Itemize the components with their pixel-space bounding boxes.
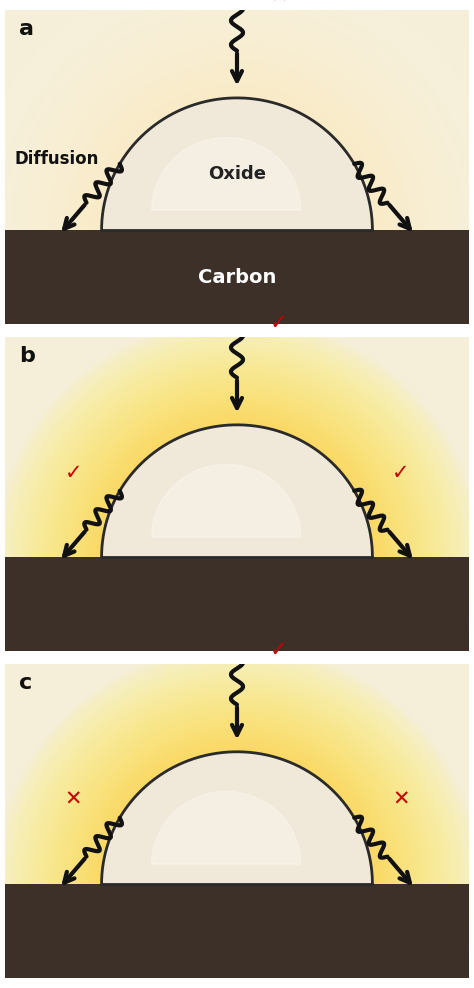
Text: ✕: ✕ xyxy=(64,789,82,810)
Polygon shape xyxy=(152,137,301,210)
Bar xyxy=(5,230,469,324)
Text: ✓: ✓ xyxy=(270,313,288,334)
Text: ✓: ✓ xyxy=(64,462,82,483)
Polygon shape xyxy=(101,425,373,557)
Text: Diffusion: Diffusion xyxy=(14,150,99,168)
Text: a: a xyxy=(18,19,34,39)
Polygon shape xyxy=(101,752,373,884)
Text: c: c xyxy=(18,673,32,693)
Polygon shape xyxy=(152,791,301,864)
Bar xyxy=(5,557,469,651)
Polygon shape xyxy=(101,98,373,230)
Text: Oxide: Oxide xyxy=(208,165,266,184)
Text: ✓: ✓ xyxy=(392,462,410,483)
Text: ✕: ✕ xyxy=(392,789,410,810)
Polygon shape xyxy=(152,464,301,537)
Text: b: b xyxy=(18,346,35,366)
Text: Carbon: Carbon xyxy=(198,268,276,287)
Text: ✓: ✓ xyxy=(270,640,288,660)
Bar xyxy=(5,884,469,978)
Text: ✕: ✕ xyxy=(270,0,288,7)
